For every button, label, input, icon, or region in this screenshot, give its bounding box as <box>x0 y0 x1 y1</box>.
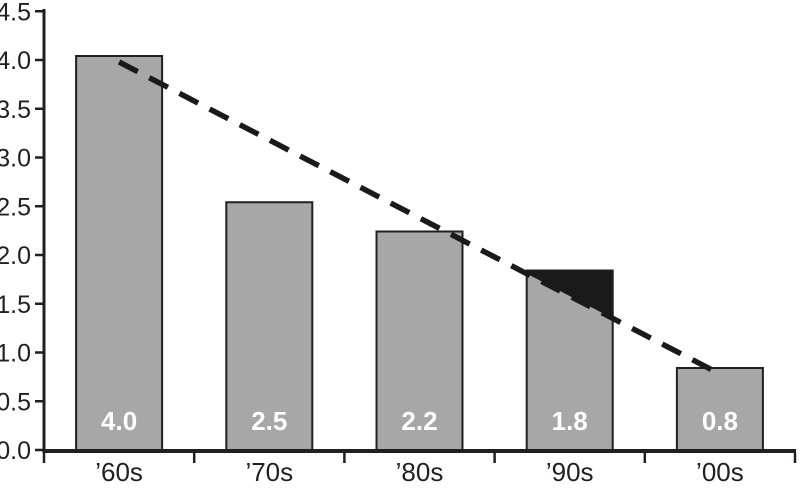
x-category-label: ’80s <box>396 457 444 487</box>
y-tick-label: 4.0 <box>0 47 31 75</box>
y-tick-label: 3.0 <box>0 145 31 173</box>
y-tick-label: 4.5 <box>0 0 31 26</box>
y-tick-label: 1.5 <box>0 291 31 319</box>
y-tick-label: 0.0 <box>0 437 31 465</box>
bar-value-label: 0.8 <box>702 406 738 436</box>
trend-dashed-line <box>117 59 722 377</box>
x-category-label: ’70s <box>245 457 293 487</box>
y-tick-label: 3.5 <box>0 96 31 124</box>
bar-80s <box>375 230 464 453</box>
bar-00s <box>675 367 764 453</box>
y-tick-label: 1.0 <box>0 340 31 368</box>
x-category-label: ’00s <box>696 457 744 487</box>
y-tick-label: 2.5 <box>0 193 31 221</box>
bar-60s <box>75 55 164 453</box>
x-category-label: ’60s <box>95 457 143 487</box>
bar-70s <box>225 201 314 453</box>
bar-value-label: 2.2 <box>401 406 437 436</box>
bar-value-label: 1.8 <box>552 406 588 436</box>
y-tick-label: 2.0 <box>0 242 31 270</box>
x-category-label: ’90s <box>546 457 594 487</box>
bar-value-label: 2.5 <box>251 406 287 436</box>
y-tick-label: 0.5 <box>0 388 31 416</box>
bar-value-label: 4.0 <box>101 406 137 436</box>
